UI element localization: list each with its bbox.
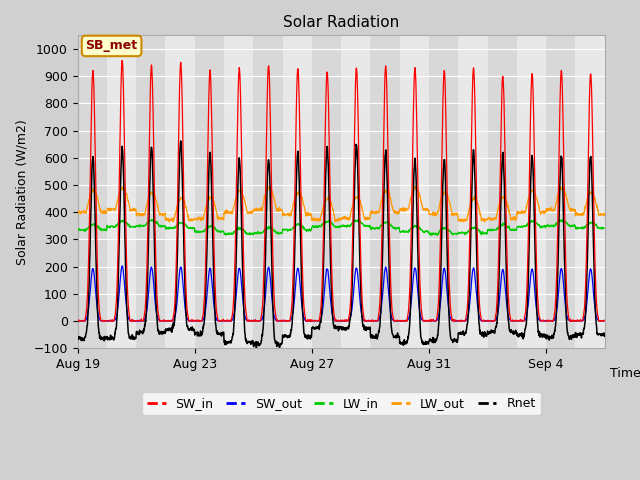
Bar bbox=[107, 36, 136, 348]
Bar bbox=[195, 36, 224, 348]
Bar bbox=[546, 36, 575, 348]
X-axis label: Time: Time bbox=[611, 367, 640, 380]
Title: Solar Radiation: Solar Radiation bbox=[283, 15, 399, 30]
Bar bbox=[312, 36, 341, 348]
Bar bbox=[77, 36, 107, 348]
Bar bbox=[488, 36, 517, 348]
Text: SB_met: SB_met bbox=[86, 39, 138, 52]
Bar bbox=[166, 36, 195, 348]
Bar bbox=[224, 36, 253, 348]
Bar bbox=[575, 36, 605, 348]
Bar bbox=[371, 36, 400, 348]
Bar bbox=[517, 36, 546, 348]
Bar bbox=[253, 36, 283, 348]
Bar bbox=[429, 36, 458, 348]
Y-axis label: Solar Radiation (W/m2): Solar Radiation (W/m2) bbox=[15, 119, 28, 264]
Bar bbox=[400, 36, 429, 348]
Bar bbox=[136, 36, 166, 348]
Bar bbox=[341, 36, 371, 348]
Legend: SW_in, SW_out, LW_in, LW_out, Rnet: SW_in, SW_out, LW_in, LW_out, Rnet bbox=[142, 392, 541, 415]
Bar bbox=[458, 36, 488, 348]
Bar bbox=[283, 36, 312, 348]
